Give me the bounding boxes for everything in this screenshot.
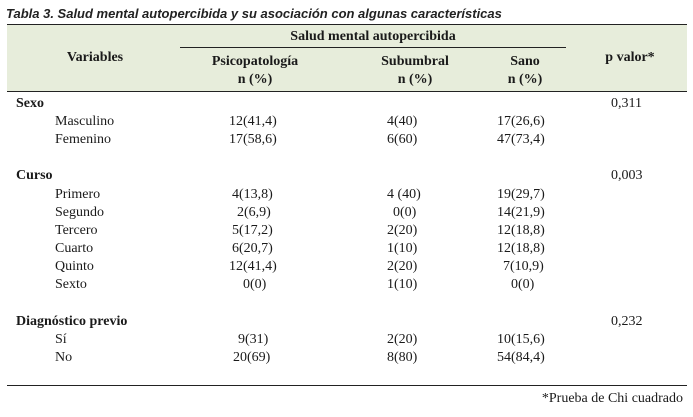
header-col-subumbral-unit: n (%) xyxy=(397,72,433,87)
header-col-psicopatologia: Psicopatología xyxy=(211,54,299,69)
row-label: Segundo xyxy=(55,205,104,220)
header-col-sano-unit: n (%) xyxy=(507,72,543,87)
pvalue-sexo: 0,311 xyxy=(611,96,642,111)
row-cell-subumbral: 1(10) xyxy=(387,277,418,292)
row-cell-sano: 12(18,8) xyxy=(497,241,545,256)
row-label: No xyxy=(55,350,73,365)
pvalue-curso: 0,003 xyxy=(611,168,643,183)
row-cell-sano: 19(29,7) xyxy=(497,187,545,202)
pvalue-diagnostico-previo: 0,232 xyxy=(611,314,643,329)
group-rule xyxy=(180,47,566,48)
table-caption: Tabla 3. Salud mental autopercibida y su… xyxy=(6,6,502,21)
row-cell-psicopatologia: 20(69) xyxy=(233,350,271,365)
row-cell-psicopatologia: 12(41,4) xyxy=(229,259,277,274)
section-label-diagnostico-previo: Diagnóstico previo xyxy=(16,314,128,329)
row-cell-subumbral: 0(0) xyxy=(393,205,417,220)
row-cell-subumbral: 2(20) xyxy=(387,259,418,274)
header-col-psicopatologia-unit: n (%) xyxy=(237,72,273,87)
row-label: Femenino xyxy=(55,132,111,147)
row-cell-sano: 10(15,6) xyxy=(497,332,545,347)
row-cell-psicopatologia: 9(31) xyxy=(238,332,269,347)
row-cell-psicopatologia: 5(17,2) xyxy=(232,223,273,238)
row-cell-sano: 54(84,4) xyxy=(497,350,545,365)
bottom-rule xyxy=(7,385,687,386)
row-cell-subumbral: 4 (40) xyxy=(387,187,421,202)
row-cell-subumbral: 8(80) xyxy=(387,350,418,365)
row-cell-sano: 47(73,4) xyxy=(497,132,545,147)
row-label: Primero xyxy=(55,187,101,202)
row-cell-subumbral: 1(10) xyxy=(387,241,418,256)
row-label: Sí xyxy=(55,332,67,347)
header-pvalue: p valor* xyxy=(605,50,655,65)
row-cell-sano: 14(21,9) xyxy=(497,205,545,220)
row-cell-subumbral: 2(20) xyxy=(387,332,418,347)
header-bottom-rule xyxy=(7,91,687,92)
row-cell-sano: 0(0) xyxy=(511,277,535,292)
row-cell-psicopatologia: 12(41,4) xyxy=(229,114,277,129)
row-label: Quinto xyxy=(55,259,94,274)
row-cell-psicopatologia: 4(13,8) xyxy=(232,187,273,202)
section-label-curso: Curso xyxy=(16,168,53,183)
row-label: Sexto xyxy=(55,277,87,292)
row-cell-psicopatologia: 0(0) xyxy=(243,277,267,292)
row-cell-psicopatologia: 2(6,9) xyxy=(237,205,271,220)
section-label-sexo: Sexo xyxy=(16,96,44,111)
row-label: Cuarto xyxy=(55,241,94,256)
row-label: Tercero xyxy=(55,223,98,238)
header-col-subumbral: Subumbral xyxy=(381,54,449,69)
header-group-title: Salud mental autopercibida xyxy=(290,29,456,44)
row-label: Masculino xyxy=(55,114,115,129)
row-cell-subumbral: 6(60) xyxy=(387,132,418,147)
row-cell-subumbral: 2(20) xyxy=(387,223,418,238)
row-cell-sano: 17(26,6) xyxy=(497,114,545,129)
header-col-sano: Sano xyxy=(510,54,540,69)
table-header-band xyxy=(7,24,687,92)
row-cell-sano: 7(10,9) xyxy=(503,259,544,274)
row-cell-psicopatologia: 6(20,7) xyxy=(232,241,273,256)
table-footnote: *Prueba de Chi cuadrado xyxy=(541,391,683,406)
row-cell-sano: 12(18,8) xyxy=(497,223,545,238)
row-cell-subumbral: 4(40) xyxy=(387,114,418,129)
top-rule xyxy=(7,24,687,25)
row-cell-psicopatologia: 17(58,6) xyxy=(229,132,277,147)
header-variables: Variables xyxy=(66,50,124,65)
